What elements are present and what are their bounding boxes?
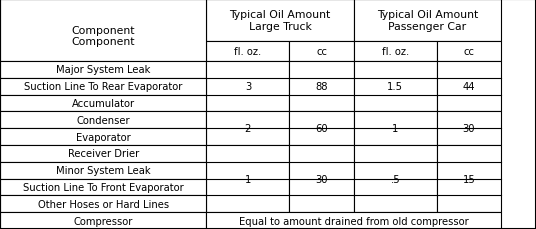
Text: Component: Component: [71, 26, 135, 36]
Text: cc: cc: [316, 47, 327, 57]
Bar: [437, 145, 501, 212]
Bar: [354, 42, 437, 62]
Text: fl. oz.: fl. oz.: [382, 47, 409, 57]
Text: 1: 1: [392, 124, 398, 134]
Bar: [437, 62, 501, 112]
Text: cc: cc: [464, 47, 474, 57]
Bar: [0, 112, 206, 129]
Text: Typical Oil Amount
Passenger Car: Typical Oil Amount Passenger Car: [377, 10, 478, 32]
Text: Major System Leak: Major System Leak: [56, 65, 151, 75]
Bar: [0, 196, 206, 212]
Text: Equal to amount drained from old compressor: Equal to amount drained from old compres…: [239, 216, 468, 226]
Text: Accumulator: Accumulator: [72, 98, 135, 109]
Bar: [206, 145, 289, 212]
Text: 1: 1: [245, 174, 251, 184]
Bar: [206, 212, 501, 229]
Text: Suction Line To Rear Evaporator: Suction Line To Rear Evaporator: [24, 82, 182, 92]
Text: .5: .5: [391, 174, 400, 184]
Text: 3: 3: [245, 82, 251, 92]
Bar: [0, 0, 206, 62]
Text: Receiver Drier: Receiver Drier: [68, 149, 139, 159]
Bar: [289, 145, 354, 212]
Bar: [354, 0, 501, 42]
Text: 88: 88: [315, 82, 328, 92]
Text: Suction Line To Front Evaporator: Suction Line To Front Evaporator: [23, 182, 183, 192]
Bar: [206, 62, 289, 112]
Text: 60: 60: [315, 124, 328, 134]
Bar: [0, 0, 206, 62]
Bar: [437, 112, 501, 145]
Bar: [206, 42, 289, 62]
Bar: [0, 145, 206, 162]
Bar: [0, 212, 206, 229]
Text: 2: 2: [245, 124, 251, 134]
Bar: [289, 112, 354, 145]
Text: Compressor: Compressor: [73, 216, 133, 226]
Bar: [0, 179, 206, 196]
Bar: [0, 79, 206, 95]
Text: Typical Oil Amount
Large Truck: Typical Oil Amount Large Truck: [229, 10, 331, 32]
Bar: [206, 0, 354, 42]
Bar: [0, 62, 206, 79]
Bar: [0, 95, 206, 112]
Text: 15: 15: [463, 174, 475, 184]
Bar: [354, 62, 437, 112]
Text: fl. oz.: fl. oz.: [234, 47, 262, 57]
Bar: [0, 129, 206, 145]
Bar: [0, 162, 206, 179]
Text: Condenser: Condenser: [76, 115, 130, 125]
Bar: [354, 112, 437, 145]
Bar: [354, 145, 437, 212]
Text: Other Hoses or Hard Lines: Other Hoses or Hard Lines: [38, 199, 169, 209]
Bar: [206, 112, 289, 145]
Text: Minor System Leak: Minor System Leak: [56, 166, 151, 175]
Bar: [289, 42, 354, 62]
Text: 30: 30: [463, 124, 475, 134]
Bar: [289, 62, 354, 112]
Text: 30: 30: [315, 174, 328, 184]
Text: Component: Component: [71, 37, 135, 47]
Text: 44: 44: [463, 82, 475, 92]
Text: 1.5: 1.5: [388, 82, 403, 92]
Text: Evaporator: Evaporator: [76, 132, 131, 142]
Bar: [437, 42, 501, 62]
